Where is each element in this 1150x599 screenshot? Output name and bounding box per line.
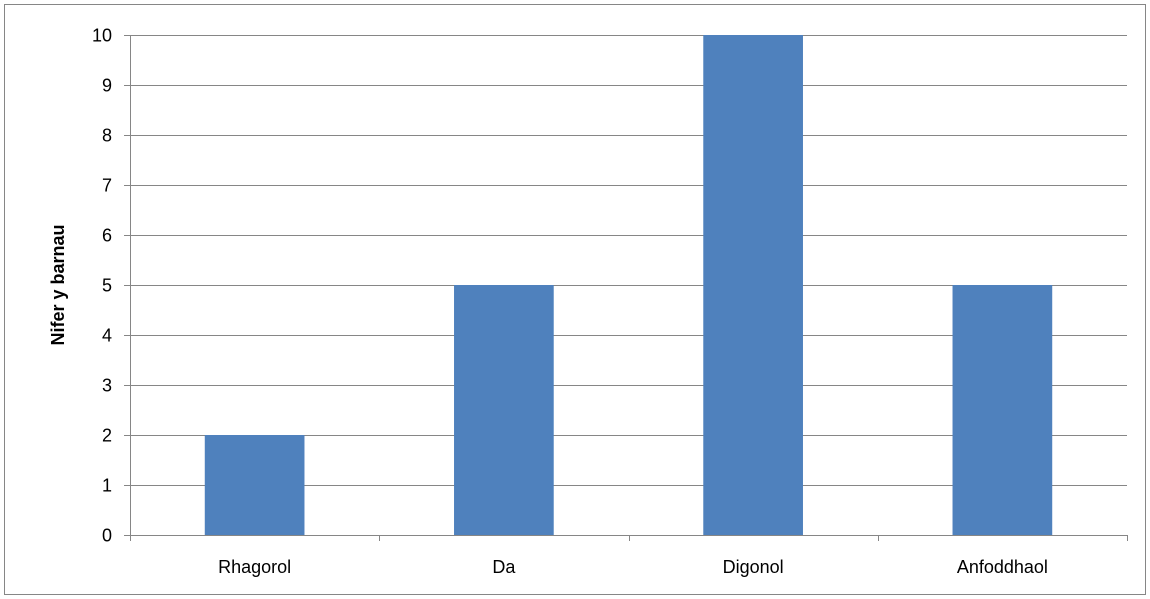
axes (130, 35, 1127, 536)
x-tick-labels: Rhagorol Da Digonol Anfoddhaol (218, 557, 1048, 577)
y-tick-label: 9 (102, 76, 112, 96)
bars (204, 35, 1053, 535)
x-tick-label: Da (492, 557, 516, 577)
bar-da (454, 285, 554, 535)
bar-rhagorol (204, 435, 305, 535)
x-tick-label: Anfoddhaol (957, 557, 1048, 577)
x-tick-label: Rhagorol (218, 557, 291, 577)
y-axis-title: Nifer y barnau (48, 224, 68, 345)
y-tick-label: 8 (102, 126, 112, 146)
y-tick-label: 3 (102, 376, 112, 396)
y-tick-labels: 0 1 2 3 4 5 6 7 8 9 10 (92, 26, 112, 546)
y-tick-label: 4 (102, 326, 112, 346)
y-tick-label: 2 (102, 426, 112, 446)
y-tick-label: 6 (102, 226, 112, 246)
bar-digonol (703, 35, 803, 535)
y-tick-label: 0 (102, 526, 112, 546)
y-tick-label: 1 (102, 476, 112, 496)
y-tick-label: 10 (92, 26, 112, 46)
y-tick-label: 5 (102, 276, 112, 296)
y-tick-label: 7 (102, 176, 112, 196)
bar-anfoddhaol (952, 285, 1053, 535)
x-tick-label: Digonol (723, 557, 784, 577)
